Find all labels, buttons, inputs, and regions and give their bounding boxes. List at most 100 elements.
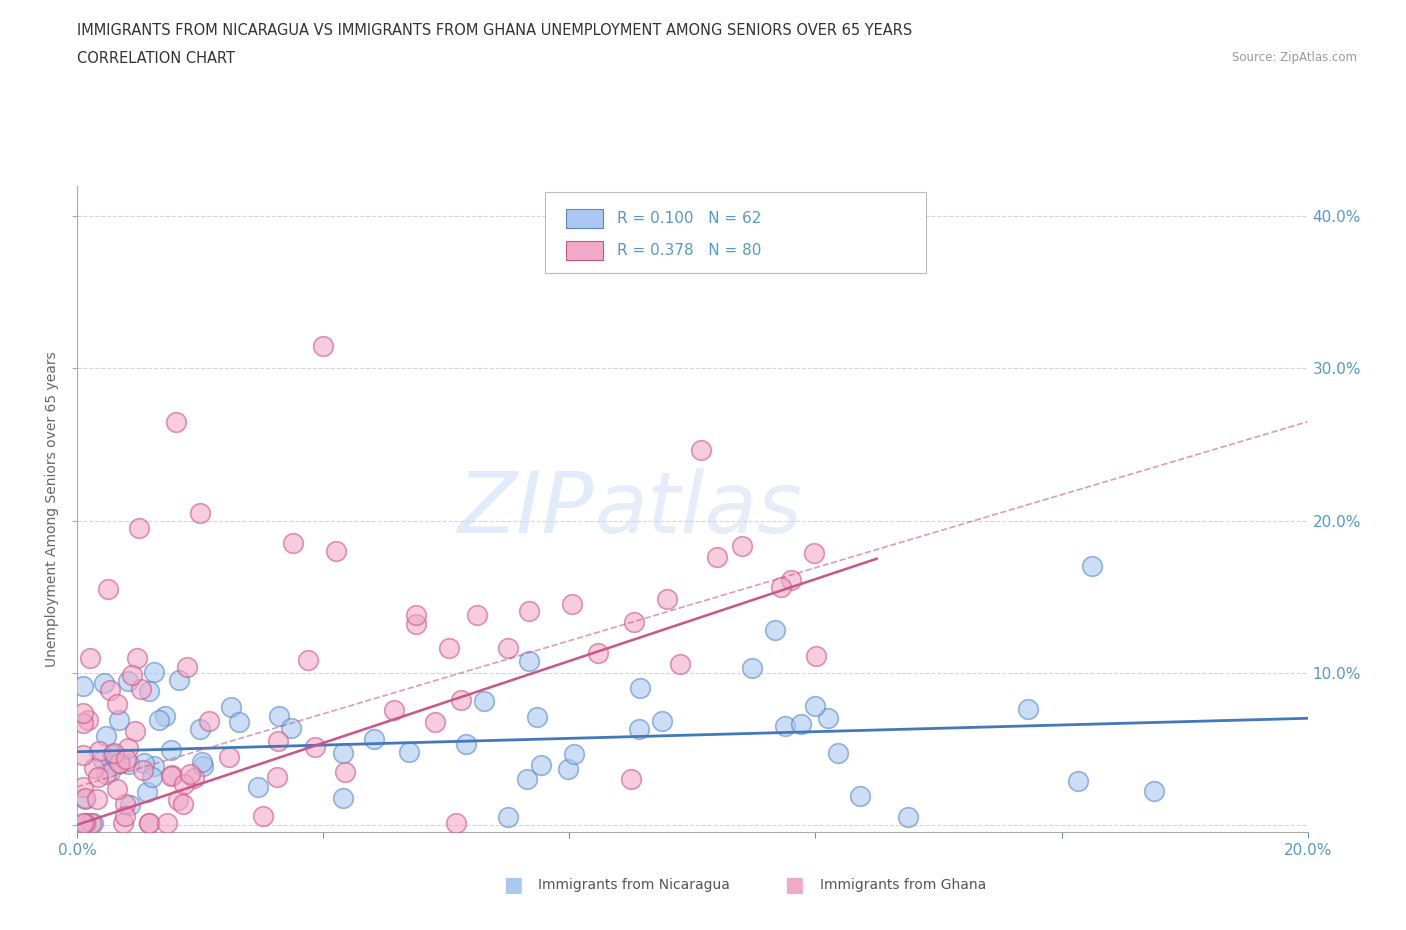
Point — [89, 744, 111, 759]
Point — [108, 712, 131, 727]
Point — [105, 782, 128, 797]
Point — [398, 745, 420, 760]
Point — [165, 414, 187, 429]
Y-axis label: Unemployment Among Seniors over 65 years: Unemployment Among Seniors over 65 years — [45, 352, 59, 667]
Text: ■: ■ — [785, 875, 804, 896]
Point — [136, 785, 159, 800]
Point — [73, 792, 96, 807]
Point — [218, 750, 240, 764]
Point — [162, 767, 184, 782]
Point — [75, 816, 97, 830]
Point — [198, 714, 221, 729]
Text: R = 0.100   N = 62: R = 0.100 N = 62 — [617, 211, 762, 226]
Text: ZIP: ZIP — [458, 468, 595, 551]
Point — [770, 579, 793, 594]
Text: Immigrants from Ghana: Immigrants from Ghana — [820, 878, 986, 893]
Point — [117, 740, 139, 755]
Point — [496, 810, 519, 825]
Point — [730, 538, 752, 553]
Point — [246, 780, 269, 795]
Point — [423, 715, 446, 730]
Point — [517, 654, 540, 669]
Point — [325, 543, 347, 558]
Text: CORRELATION CHART: CORRELATION CHART — [77, 51, 235, 66]
Point — [706, 550, 728, 565]
Point — [439, 641, 461, 656]
Point — [72, 706, 94, 721]
Text: Immigrants from Nicaragua: Immigrants from Nicaragua — [538, 878, 730, 893]
Point — [779, 573, 801, 588]
Point — [108, 756, 131, 771]
Point — [620, 772, 643, 787]
Point — [651, 714, 673, 729]
Point — [266, 734, 288, 749]
Point — [120, 797, 142, 812]
Point — [530, 758, 553, 773]
Point — [405, 617, 427, 631]
Point — [87, 770, 110, 785]
Point — [82, 816, 104, 830]
Point — [98, 683, 121, 698]
Point — [627, 722, 650, 737]
Point — [690, 443, 713, 458]
Point — [148, 712, 170, 727]
Point — [155, 709, 177, 724]
Text: atlas: atlas — [595, 468, 801, 551]
Point — [669, 657, 692, 671]
Point — [172, 797, 194, 812]
Point — [141, 769, 163, 784]
Point — [125, 650, 148, 665]
Point — [657, 591, 679, 606]
Point — [1067, 774, 1090, 789]
Point — [450, 692, 472, 707]
Point — [179, 766, 201, 781]
Point — [101, 748, 124, 763]
Point — [188, 506, 212, 521]
Point — [498, 641, 520, 656]
Point — [1017, 701, 1039, 716]
Point — [517, 604, 540, 618]
Point — [228, 715, 250, 730]
Point — [332, 746, 354, 761]
Text: R = 0.378   N = 80: R = 0.378 N = 80 — [617, 243, 762, 259]
Point — [333, 764, 356, 779]
Point — [72, 780, 94, 795]
Point — [138, 684, 160, 698]
Bar — [565, 208, 603, 228]
Point — [110, 756, 132, 771]
Point — [156, 816, 179, 830]
Text: IMMIGRANTS FROM NICARAGUA VS IMMIGRANTS FROM GHANA UNEMPLOYMENT AMONG SENIORS OV: IMMIGRANTS FROM NICARAGUA VS IMMIGRANTS … — [77, 23, 912, 38]
Point — [557, 762, 579, 777]
Point — [465, 607, 488, 622]
Point — [516, 772, 538, 787]
Point — [456, 737, 478, 751]
Point — [741, 661, 763, 676]
Point — [167, 673, 190, 688]
Point — [176, 659, 198, 674]
Point — [91, 752, 114, 767]
Point — [586, 645, 609, 660]
Point — [312, 339, 335, 353]
Point — [129, 682, 152, 697]
FancyBboxPatch shape — [546, 193, 927, 273]
Point — [623, 615, 645, 630]
Point — [86, 791, 108, 806]
Point — [101, 747, 124, 762]
Point — [827, 745, 849, 760]
Point — [628, 681, 651, 696]
Point — [526, 710, 548, 724]
Point — [190, 754, 212, 769]
Point — [763, 622, 786, 637]
Point — [117, 673, 139, 688]
Point — [128, 521, 150, 536]
Point — [72, 716, 94, 731]
Point — [111, 816, 134, 830]
Point — [817, 711, 839, 725]
Point — [97, 581, 120, 596]
Point — [124, 724, 146, 738]
Point — [72, 816, 94, 830]
Point — [103, 746, 125, 761]
Point — [115, 751, 138, 766]
Point — [304, 739, 326, 754]
Bar — [565, 241, 603, 260]
